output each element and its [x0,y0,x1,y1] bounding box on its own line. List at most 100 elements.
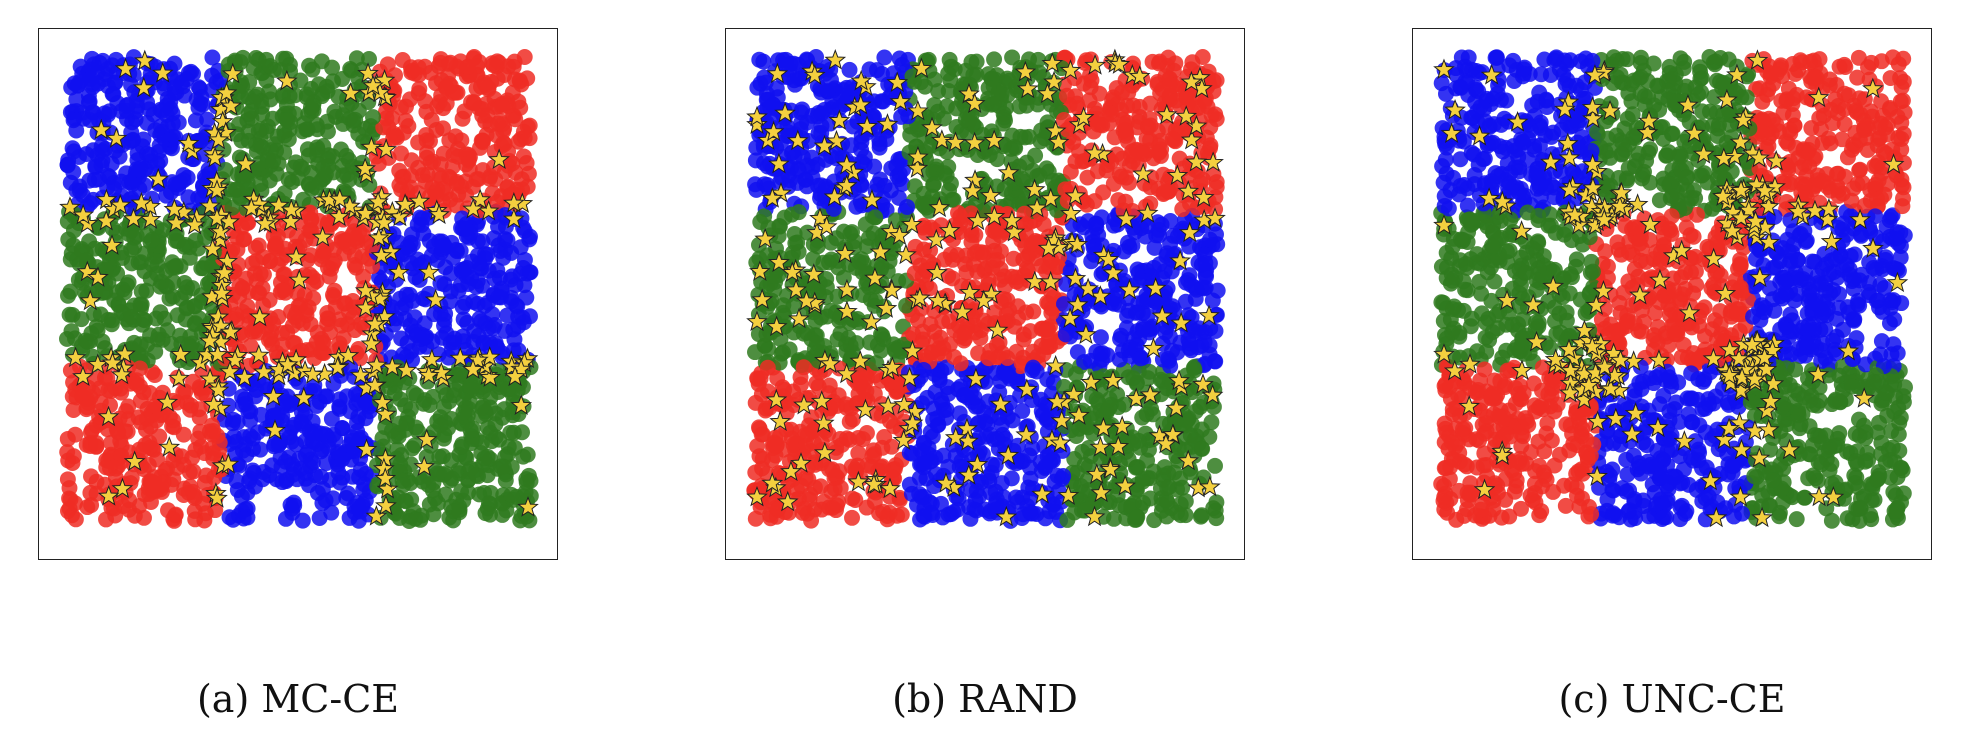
data-point-green [341,171,358,188]
selected-sample-star [101,351,124,373]
data-point-red [398,98,414,115]
data-point-green [320,147,337,164]
data-point-green [302,99,319,116]
data-point-red [92,394,109,411]
data-point-blue [748,139,765,156]
data-point-red [1077,55,1094,71]
data-point-blue [980,469,996,485]
data-point-blue [1193,324,1210,341]
selected-sample-star [240,197,263,218]
data-point-red [918,263,935,280]
data-point-red [346,247,363,264]
data-point-green [1044,172,1061,189]
data-point-blue [1119,234,1136,251]
data-point-red [184,449,201,466]
selected-sample-star [367,190,389,212]
data-point-green [1012,128,1029,145]
data-point-blue [808,49,825,65]
data-point-green [785,298,802,315]
selected-sample-star [139,208,162,229]
data-point-red [79,399,96,416]
data-point-red [1142,95,1159,112]
data-point-red [1157,68,1174,85]
data-point-blue [257,377,274,394]
data-point-blue [923,504,940,521]
data-point-green [844,224,860,241]
data-point-green [477,505,494,522]
data-point-blue [496,322,513,339]
data-point-blue [327,431,344,448]
data-point-red [963,234,980,251]
data-point-red [506,71,523,88]
data-point-green [103,312,120,329]
selected-sample-star [219,360,241,382]
data-point-red [438,95,455,112]
data-point-blue [1135,319,1152,336]
data-point-green [995,138,1012,155]
selected-sample-star [362,74,384,96]
selected-sample-star [285,245,308,267]
data-point-red [1164,131,1181,147]
selected-sample-star [169,343,192,364]
data-point-red [255,266,272,283]
data-point-blue [308,397,325,414]
data-point-blue [873,93,890,110]
data-point-green [391,415,408,432]
data-point-blue [790,56,807,73]
data-point-red [1086,193,1103,210]
selected-sample-star [101,234,123,255]
data-point-blue [129,145,146,162]
data-point-green [503,486,520,503]
data-point-green [243,110,260,127]
data-point-blue [346,504,363,521]
selected-sample-star [379,240,402,262]
data-point-red [480,79,497,96]
data-point-red [228,306,245,323]
selected-sample-star [354,279,377,301]
selected-sample-star [95,188,118,210]
data-point-blue [78,146,95,163]
data-point-blue [434,329,451,346]
data-point-red [907,238,924,255]
data-point-blue [151,137,168,154]
selected-sample-star [158,436,181,457]
data-point-green [401,513,418,529]
data-point-blue [841,61,858,78]
selected-sample-star [207,378,230,400]
data-point-blue [274,407,291,424]
data-point-blue [355,481,372,498]
data-point-blue [357,465,374,482]
data-point-red [906,265,923,282]
data-point-red [88,434,105,451]
data-point-blue [901,476,918,493]
selected-sample-star [449,347,472,368]
data-point-blue [454,298,471,315]
selected-sample-star [354,202,377,224]
data-point-blue [987,483,1004,500]
data-point-red [1189,99,1206,116]
data-point-green [850,314,867,331]
selected-sample-star [132,76,155,98]
data-point-red [423,112,440,128]
data-point-blue [329,444,346,461]
data-point-red [454,110,471,127]
data-point-red [120,398,137,415]
data-point-blue [919,389,936,406]
selected-sample-star [90,118,113,140]
data-point-green [313,53,330,70]
selected-sample-star [97,485,120,506]
data-point-red [521,117,538,134]
selected-sample-star [114,342,136,364]
data-point-red [750,375,767,392]
data-point-red [858,383,875,400]
selected-sample-star [216,250,238,271]
data-point-red [419,144,435,161]
data-point-blue [968,502,985,519]
data-point-green [445,503,462,520]
data-point-green [120,315,137,332]
data-point-blue [1093,266,1110,283]
data-point-green [159,322,176,339]
data-point-blue [244,462,261,479]
data-point-red [67,495,84,512]
data-point-red [885,418,902,435]
